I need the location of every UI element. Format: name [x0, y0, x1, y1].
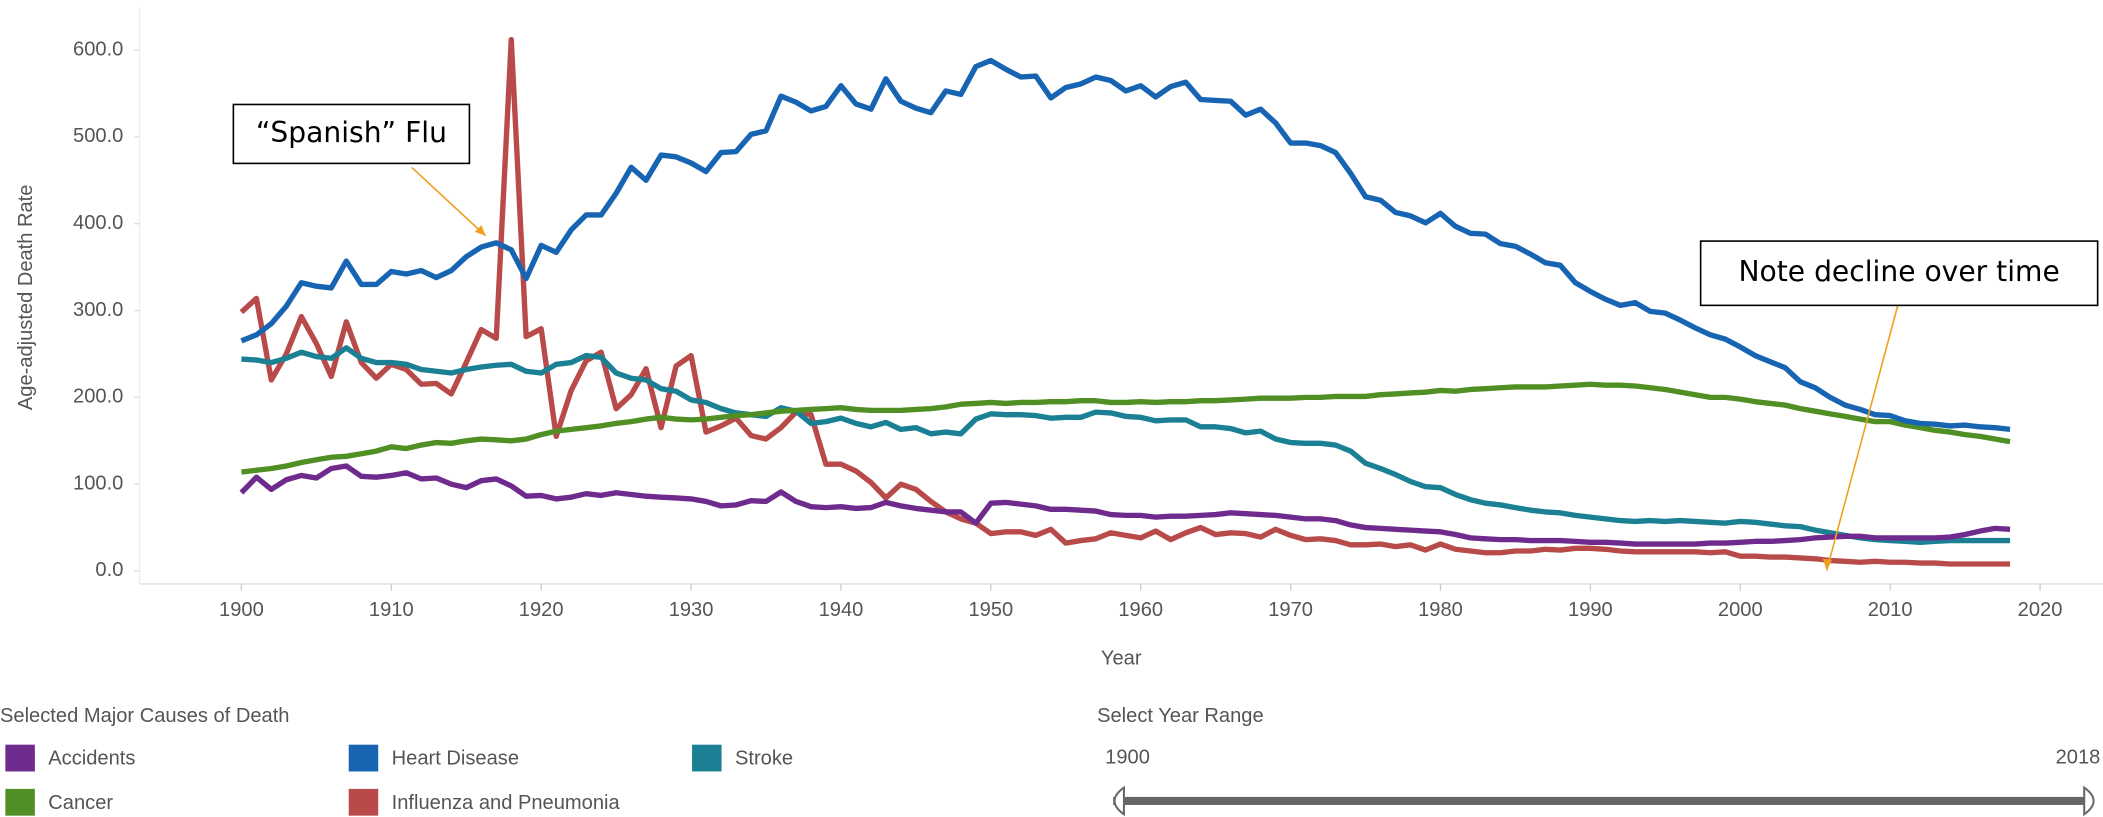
- legend-label: Stroke: [735, 748, 793, 770]
- x-tick-label: 1910: [369, 599, 414, 621]
- series-line: [240, 57, 2011, 433]
- y-tick-label: 0.0: [95, 559, 123, 581]
- series-line: [239, 463, 2011, 547]
- legend-swatch[interactable]: [348, 788, 379, 816]
- slider-end-label: 2018: [2056, 746, 2101, 768]
- x-tick-label: 1900: [219, 599, 264, 621]
- legend-label: Cancer: [48, 792, 113, 814]
- x-tick-label: 1970: [1268, 599, 1313, 621]
- x-tick-label: 2010: [1868, 599, 1913, 621]
- legend-label: Accidents: [48, 748, 135, 770]
- legend-swatch[interactable]: [348, 744, 379, 772]
- legend-label: Heart Disease: [392, 748, 519, 770]
- slider-title: Select Year Range: [1097, 705, 1264, 727]
- plot-area: 0.0 100.0 200.0 300.0 400.0 500.0 600.0 1900 191…: [73, 6, 2103, 621]
- y-tick-label: 200.0: [73, 386, 123, 408]
- series-line: [241, 345, 2011, 545]
- x-tick-label: 2020: [2018, 599, 2063, 621]
- x-axis-title: Year: [1101, 647, 1142, 669]
- y-axis-title: Age-adjusted Death Rate: [15, 185, 37, 411]
- x-tick-label: 1920: [519, 599, 564, 621]
- legend-swatch[interactable]: [5, 744, 35, 772]
- y-tick-label: 500.0: [73, 125, 123, 147]
- slider-start-label: 1900: [1105, 746, 1150, 768]
- series-line: [241, 381, 2011, 475]
- y-tick-label: 100.0: [73, 472, 123, 494]
- y-tick-label: 300.0: [73, 299, 123, 321]
- slider-end-handle[interactable]: [2083, 785, 2095, 817]
- x-tick-label: 1940: [819, 599, 864, 621]
- annotation-decline: Note decline over time: [1699, 240, 2099, 571]
- x-tick-label: 1950: [968, 599, 1013, 621]
- x-tick-label: 1980: [1418, 599, 1463, 621]
- slider-start-handle[interactable]: [1113, 785, 1125, 817]
- x-tick-label: 2000: [1718, 599, 1763, 621]
- x-tick-label: 1990: [1568, 599, 1613, 621]
- y-tick-label: 600.0: [73, 38, 123, 60]
- x-tick-label: 1930: [669, 599, 714, 621]
- legend-swatch[interactable]: [5, 788, 35, 816]
- slider-track[interactable]: [1113, 796, 2093, 805]
- legend-title: Selected Major Causes of Death: [0, 705, 289, 727]
- annotation-text: “Spanish” Flu: [256, 116, 447, 149]
- y-tick-label: 400.0: [73, 212, 123, 234]
- legend-swatch[interactable]: [692, 744, 722, 772]
- legend-label: Influenza and Pneumonia: [392, 792, 621, 814]
- x-tick-label: 1960: [1118, 599, 1163, 621]
- annotation-text: Note decline over time: [1739, 255, 2060, 288]
- series-line: [239, 36, 2011, 567]
- annotation-spanish-flu: “Spanish” Flu: [232, 103, 487, 237]
